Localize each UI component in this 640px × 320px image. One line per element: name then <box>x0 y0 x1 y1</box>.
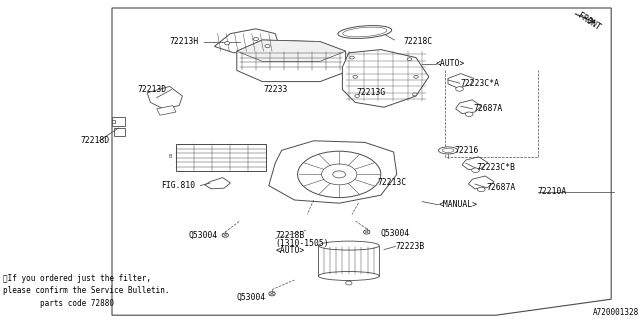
Ellipse shape <box>322 164 357 185</box>
Ellipse shape <box>225 42 230 45</box>
Ellipse shape <box>333 171 346 178</box>
Text: 72223B: 72223B <box>396 242 425 251</box>
Text: <MANUAL>: <MANUAL> <box>438 200 477 209</box>
Ellipse shape <box>408 58 412 61</box>
Polygon shape <box>462 157 488 170</box>
Text: Q53004: Q53004 <box>381 229 410 238</box>
Text: Q53004: Q53004 <box>188 231 218 240</box>
Text: 72218B: 72218B <box>275 231 305 240</box>
Ellipse shape <box>438 147 458 154</box>
Ellipse shape <box>456 87 463 91</box>
Text: 72218C: 72218C <box>403 37 433 46</box>
Text: 72213C: 72213C <box>378 178 407 187</box>
Text: B: B <box>168 154 172 159</box>
Text: FRONT: FRONT <box>576 11 602 32</box>
Polygon shape <box>468 176 494 189</box>
Text: <AUTO>: <AUTO> <box>275 246 305 255</box>
Text: 72687A: 72687A <box>486 183 516 192</box>
Ellipse shape <box>338 26 392 38</box>
Polygon shape <box>237 40 346 61</box>
Polygon shape <box>237 40 346 82</box>
Ellipse shape <box>298 151 381 198</box>
Ellipse shape <box>253 37 259 41</box>
Text: 72210A: 72210A <box>538 188 567 196</box>
Text: 72223C*B: 72223C*B <box>477 164 516 172</box>
Ellipse shape <box>472 168 479 172</box>
Text: 72213D: 72213D <box>137 85 166 94</box>
Ellipse shape <box>465 112 473 116</box>
Ellipse shape <box>413 93 417 96</box>
Ellipse shape <box>349 56 355 59</box>
Text: 72233: 72233 <box>263 85 287 94</box>
Polygon shape <box>112 8 611 315</box>
Ellipse shape <box>222 233 228 237</box>
Ellipse shape <box>477 187 485 192</box>
Polygon shape <box>205 178 230 189</box>
Text: 72223C*A: 72223C*A <box>461 79 500 88</box>
Text: <AUTO>: <AUTO> <box>435 60 465 68</box>
Polygon shape <box>147 86 182 109</box>
Text: Q53004: Q53004 <box>236 292 266 301</box>
Ellipse shape <box>364 230 370 234</box>
Text: A720001328: A720001328 <box>593 308 639 317</box>
Polygon shape <box>114 128 125 136</box>
Ellipse shape <box>342 27 387 37</box>
Text: (1310-1505): (1310-1505) <box>275 239 329 248</box>
Text: FIG.810: FIG.810 <box>161 181 195 190</box>
Ellipse shape <box>414 76 419 78</box>
Ellipse shape <box>355 94 360 97</box>
Polygon shape <box>157 106 176 115</box>
Polygon shape <box>448 74 474 88</box>
Ellipse shape <box>353 76 358 78</box>
Ellipse shape <box>346 281 352 285</box>
Text: parts code 72880: parts code 72880 <box>3 299 114 308</box>
Ellipse shape <box>269 292 275 296</box>
Ellipse shape <box>319 271 379 280</box>
Ellipse shape <box>442 148 454 153</box>
Polygon shape <box>112 117 125 126</box>
Polygon shape <box>342 50 429 107</box>
Ellipse shape <box>319 241 379 250</box>
Polygon shape <box>176 144 266 171</box>
Text: please confirm the Service Bulletin.: please confirm the Service Bulletin. <box>3 286 170 295</box>
Text: 72216: 72216 <box>454 146 479 155</box>
Ellipse shape <box>265 44 270 48</box>
Text: 72687A: 72687A <box>474 104 503 113</box>
Text: 72213H: 72213H <box>169 37 198 46</box>
Text: 72213G: 72213G <box>356 88 386 97</box>
Text: ※If you ordered just the filter,: ※If you ordered just the filter, <box>3 274 151 283</box>
Polygon shape <box>456 100 481 114</box>
Text: 72218D: 72218D <box>80 136 109 145</box>
Polygon shape <box>269 141 397 203</box>
Polygon shape <box>214 29 278 53</box>
